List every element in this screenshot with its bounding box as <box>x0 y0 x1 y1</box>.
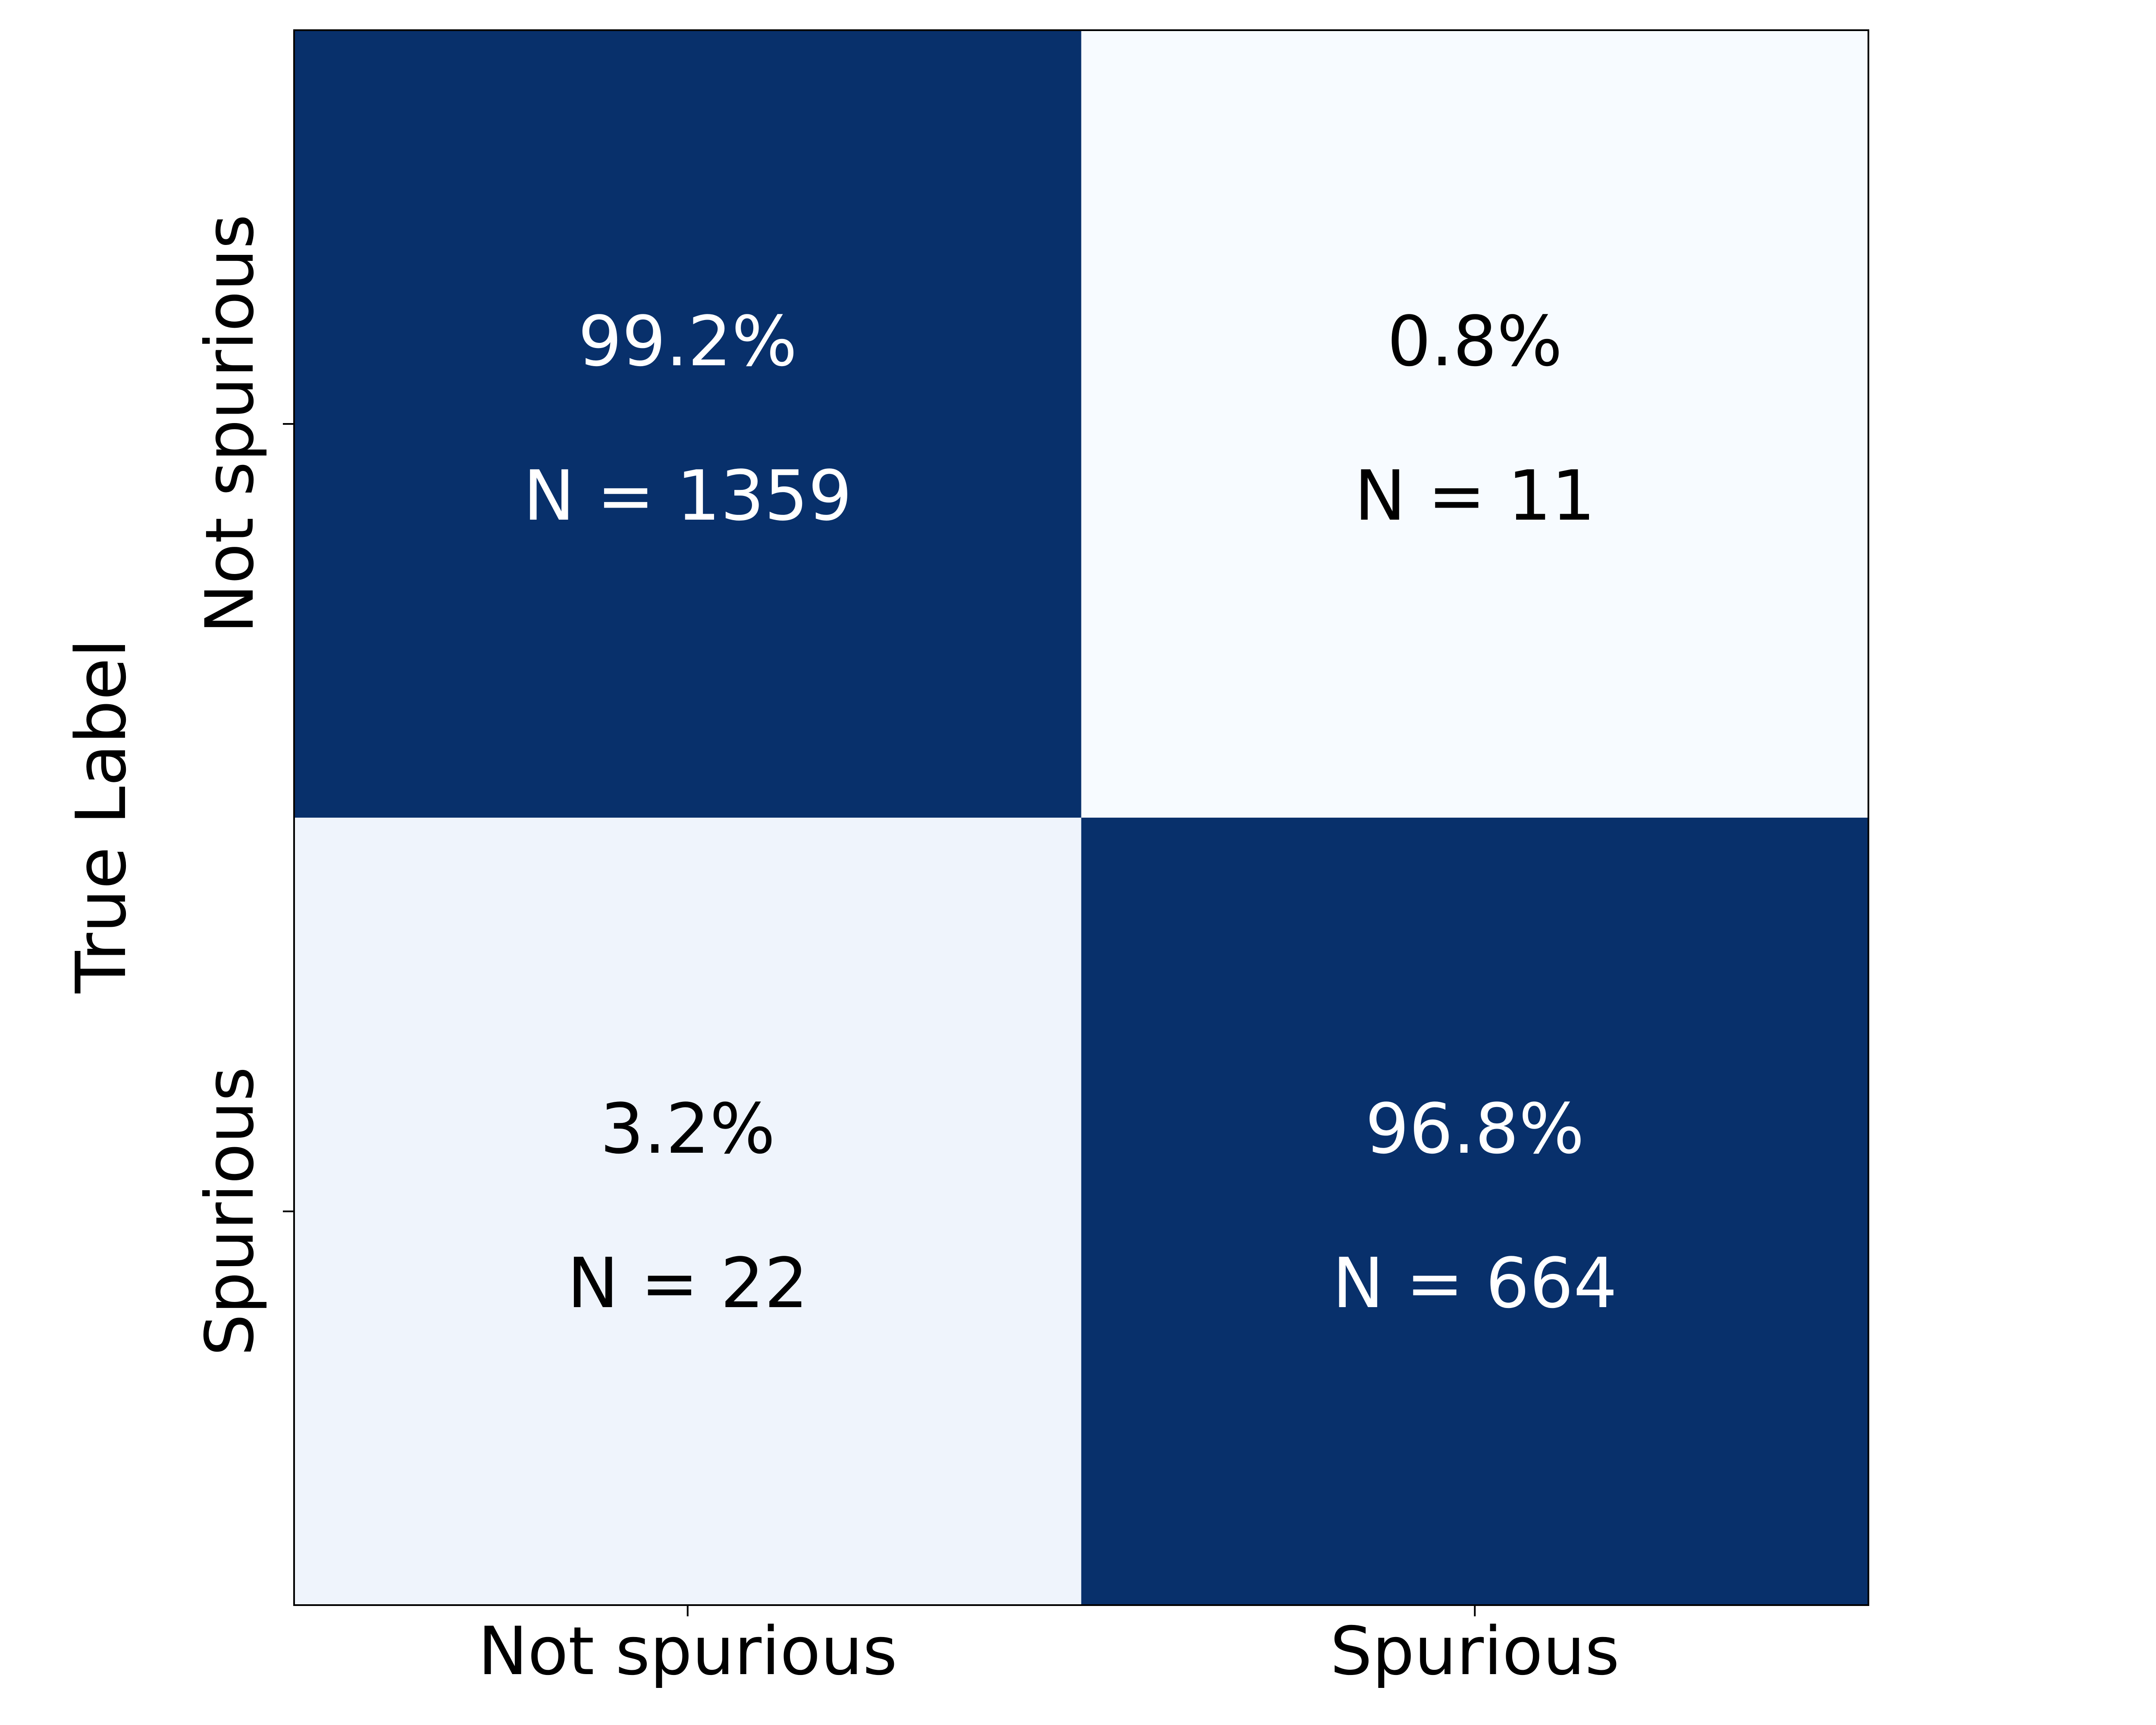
cell-count-label: N = 1359 <box>523 455 852 536</box>
y-tick-label: Not spurious <box>191 214 269 634</box>
heatmap-cell <box>294 818 1081 1605</box>
y-axis-label: True Label <box>61 639 141 994</box>
cell-percent-label: 3.2% <box>600 1088 775 1169</box>
heatmap-cell <box>1081 818 1868 1605</box>
x-tick-label: Spurious <box>1330 1613 1620 1690</box>
plot-frame <box>293 29 1869 1606</box>
cell-count-label: N = 22 <box>567 1243 808 1324</box>
x-tick-label: Not spurious <box>478 1613 897 1690</box>
cell-count-label: N = 11 <box>1354 455 1595 536</box>
y-tick-label: Spurious <box>191 1066 269 1356</box>
cell-count-label: N = 664 <box>1332 1243 1617 1324</box>
heatmap-cell <box>1081 30 1868 818</box>
heatmap-cell <box>294 30 1081 818</box>
cell-percent-label: 96.8% <box>1365 1088 1584 1169</box>
cell-percent-label: 0.8% <box>1387 301 1562 382</box>
cell-percent-label: 99.2% <box>578 301 797 382</box>
